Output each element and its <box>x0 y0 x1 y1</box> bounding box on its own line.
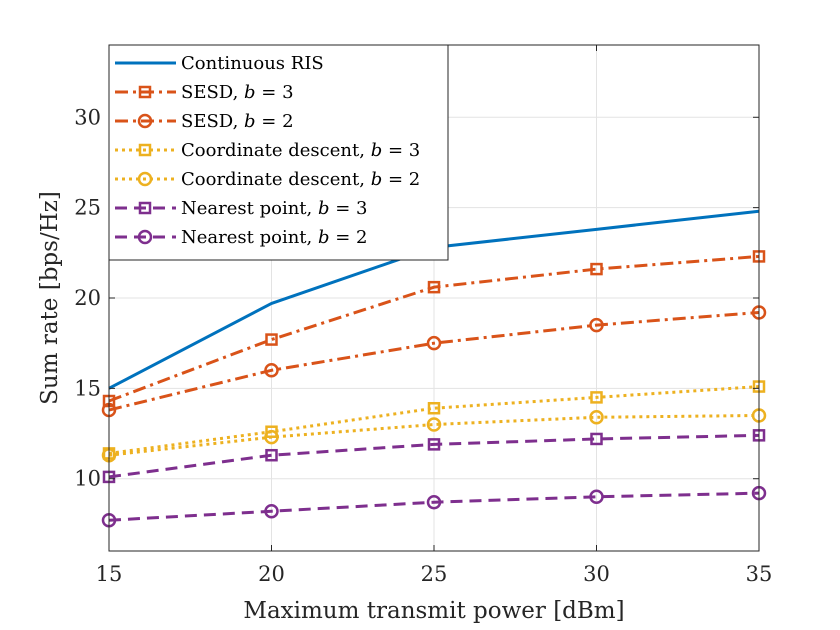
data-point-marker <box>264 429 279 445</box>
legend-label-text: Coordinate descent, <box>181 140 371 161</box>
legend-label-value: = 3 <box>256 82 294 103</box>
data-point-marker <box>426 494 442 510</box>
y-tick-label: 10 <box>74 467 101 491</box>
data-point-marker <box>427 280 441 294</box>
legend-entry: Nearest point, b = 3 <box>115 198 367 219</box>
x-tick-label: 15 <box>96 562 123 586</box>
legend-label: SESD, b = 2 <box>181 111 294 132</box>
x-axis-label: Maximum transmit power [dBm] <box>243 598 624 624</box>
data-point-marker <box>590 432 603 446</box>
data-point-marker <box>590 391 603 404</box>
legend-entry: SESD, b = 2 <box>115 111 294 132</box>
x-tick-label: 20 <box>258 562 285 586</box>
legend-label: Nearest point, b = 3 <box>181 198 367 219</box>
data-point-marker <box>589 317 604 333</box>
legend-marker-sample <box>137 113 153 129</box>
legend-marker-sample <box>138 85 152 99</box>
legend-marker-sample <box>138 201 152 215</box>
series-line <box>108 433 760 479</box>
legend-label-value: = 2 <box>330 227 368 248</box>
legend-label-value: = 3 <box>330 198 368 219</box>
data-point-marker <box>589 410 604 425</box>
y-tick-label: 25 <box>74 196 101 220</box>
data-point-marker <box>590 262 603 276</box>
legend-label-text: Nearest point, <box>181 227 318 248</box>
legend-label-text: SESD, <box>181 82 244 103</box>
legend-marker-sample <box>137 229 153 245</box>
legend-label: Nearest point, b = 2 <box>181 227 367 248</box>
x-tick-label: 35 <box>746 562 773 586</box>
legend-label-variable: b <box>318 198 330 219</box>
series-line <box>108 254 760 403</box>
x-tick-label: 25 <box>421 562 448 586</box>
y-tick-label: 20 <box>74 286 101 310</box>
legend-marker-sample <box>137 171 153 187</box>
x-tick-label: 30 <box>583 562 610 586</box>
legend-entry: Continuous RIS <box>115 53 324 74</box>
legend-entry: Coordinate descent, b = 3 <box>115 140 420 161</box>
legend-label-text: Nearest point, <box>181 198 318 219</box>
data-point-marker <box>426 417 442 432</box>
legend-label-variable: b <box>318 227 330 248</box>
data-point-marker <box>264 503 279 519</box>
legend-label: SESD, b = 3 <box>181 82 294 103</box>
y-tick-label: 30 <box>74 105 101 129</box>
legend-entry: Coordinate descent, b = 2 <box>115 169 420 190</box>
y-tick-label: 15 <box>74 376 101 400</box>
legend-label-text: SESD, <box>181 111 244 132</box>
legend-label-variable: b <box>244 111 256 132</box>
data-point-marker <box>265 448 278 462</box>
legend-marker-sample <box>138 143 152 157</box>
legend-label-value: = 2 <box>256 111 294 132</box>
legend-label: Continuous RIS <box>181 53 324 74</box>
legend-label: Coordinate descent, b = 2 <box>181 169 420 190</box>
legend-label-variable: b <box>371 169 383 190</box>
legend-entry: Nearest point, b = 2 <box>115 227 367 248</box>
data-point-marker <box>427 438 441 451</box>
data-point-marker <box>427 401 441 415</box>
data-point-marker <box>426 335 442 351</box>
series-line <box>108 491 760 522</box>
legend-label-variable: b <box>371 140 383 161</box>
legend-entry: SESD, b = 3 <box>115 82 294 103</box>
legend-label-text: Coordinate descent, <box>181 169 371 190</box>
data-point-marker <box>264 363 279 378</box>
legend-box <box>108 44 449 261</box>
series-line <box>108 310 760 412</box>
legend-label-variable: b <box>244 82 256 103</box>
y-axis-label: Sum rate [bps/Hz] <box>37 191 63 405</box>
legend-label-value: = 3 <box>382 140 420 161</box>
data-point-marker <box>589 489 604 505</box>
tick-labels: 15 20 25 30 35 10 15 20 25 30 <box>74 105 772 586</box>
data-point-marker <box>265 333 278 346</box>
legend-label: Coordinate descent, b = 3 <box>181 140 420 161</box>
legend-label-value: = 2 <box>382 169 420 190</box>
legend-label-text: Continuous RIS <box>181 53 324 74</box>
